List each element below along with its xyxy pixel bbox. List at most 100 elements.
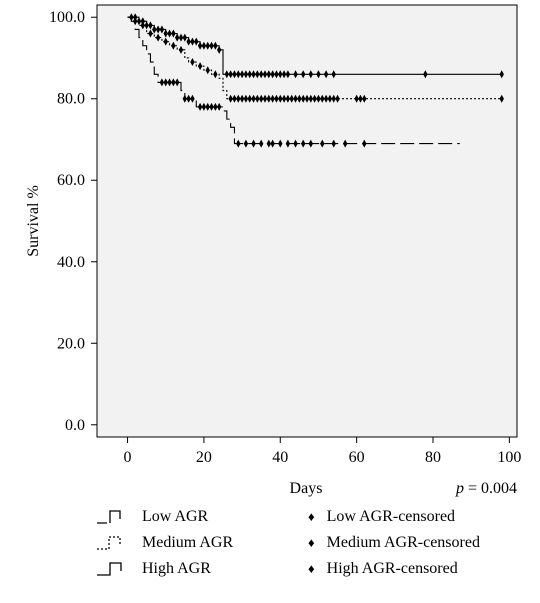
- legend-high-agr-label: High AGR: [142, 560, 211, 577]
- censored-marker-medium-agr: [178, 45, 184, 54]
- censored-marker-medium-agr: [358, 94, 363, 103]
- censored-marker-low-agr: [362, 139, 367, 148]
- legend-low-agr-label: Low AGR: [142, 508, 209, 525]
- censored-marker-medium-agr: [232, 94, 237, 103]
- censored-marker-low-agr: [201, 102, 207, 111]
- censored-marker-low-agr: [205, 102, 210, 111]
- censored-marker-low-agr: [216, 102, 222, 111]
- censored-marker-low-agr: [209, 102, 214, 111]
- censored-marker-high-agr: [236, 70, 241, 79]
- censored-marker-high-agr: [182, 33, 188, 42]
- censored-marker-high-agr: [152, 25, 157, 34]
- censored-marker-high-agr: [243, 70, 249, 79]
- censored-marker-high-agr: [201, 41, 207, 50]
- censored-marker-high-agr: [270, 70, 275, 79]
- censored-marker-medium-agr: [297, 94, 302, 103]
- censored-marker-medium-agr: [320, 94, 325, 103]
- censored-marker-high-agr: [274, 70, 279, 79]
- censored-marker-high-agr: [167, 29, 172, 38]
- censored-marker-medium-agr: [155, 33, 161, 42]
- y-tick-label: 0.0: [65, 417, 85, 434]
- censored-marker-high-agr: [285, 70, 291, 79]
- censored-marker-high-agr: [323, 70, 329, 79]
- censored-marker-low-agr: [285, 139, 291, 148]
- legend: Low AGR Medium AGR High AGR ♦ Low AGR-ce…: [0, 500, 540, 603]
- censored-marker-low-agr: [308, 139, 314, 148]
- censored-marker-low-agr: [190, 94, 195, 103]
- censored-marker-medium-agr: [354, 94, 359, 103]
- censored-marker-medium-agr: [499, 94, 504, 103]
- censored-marker-high-agr: [155, 25, 161, 34]
- y-axis-label: Survival %: [25, 185, 42, 257]
- censored-marker-high-agr: [423, 70, 428, 79]
- censored-marker-medium-agr: [213, 70, 218, 79]
- censored-marker-high-agr: [255, 70, 260, 79]
- censored-marker-medium-agr: [228, 94, 233, 103]
- censored-marker-medium-agr: [308, 94, 314, 103]
- censored-marker-medium-agr: [205, 66, 210, 75]
- censored-marker-medium-agr: [140, 21, 146, 30]
- censored-marker-high-agr: [140, 17, 146, 26]
- medium-agr-line-icon: [97, 536, 121, 550]
- censored-marker-medium-agr: [323, 94, 329, 103]
- censored-marker-low-agr: [278, 139, 283, 148]
- censored-marker-medium-agr: [274, 94, 279, 103]
- censored-marker-low-agr: [213, 102, 218, 111]
- censored-marker-medium-agr: [312, 94, 317, 103]
- censored-marker-low-agr: [174, 78, 180, 87]
- censored-marker-medium-agr: [163, 37, 168, 46]
- censored-marker-medium-agr: [132, 17, 138, 26]
- censored-marker-medium-agr: [251, 94, 256, 103]
- censored-marker-high-agr: [258, 70, 264, 79]
- censored-marker-low-agr: [300, 139, 306, 148]
- censored-marker-low-agr: [243, 139, 249, 148]
- censored-marker-high-agr: [281, 70, 287, 79]
- censored-marker-medium-agr: [197, 62, 203, 71]
- p-value-annotation: p = 0.004: [455, 480, 517, 497]
- censored-marker-high-agr: [194, 37, 199, 46]
- censored-marker-medium-agr: [171, 41, 176, 50]
- censored-marker-high-agr: [228, 70, 233, 79]
- censored-marker-high-agr: [159, 25, 165, 34]
- legend-high-agr: High AGR: [96, 560, 211, 578]
- y-tick-label: 100.0: [49, 9, 85, 26]
- censored-marker-low-agr: [197, 102, 203, 111]
- legend-high-agr-censored: ♦ High AGR-censored: [308, 560, 458, 578]
- censored-marker-medium-agr: [362, 94, 367, 103]
- x-tick-label: 100: [497, 449, 521, 466]
- censored-marker-low-agr: [167, 78, 172, 87]
- censored-marker-high-agr: [224, 70, 230, 79]
- kaplan-meier-chart: 0 20 40 60 80 100 0.0 20.0 40.0 60.0 80.0 100.0 Days…: [25, 4, 521, 497]
- censored-marker-high-agr: [148, 21, 153, 30]
- x-axis-label: Days: [290, 480, 323, 497]
- censored-marker-medium-agr: [148, 29, 153, 38]
- censored-marker-low-agr: [270, 139, 275, 148]
- legend-medium-agr: Medium AGR: [96, 534, 233, 552]
- censored-marker-high-agr: [205, 41, 210, 50]
- censored-marker-medium-agr: [255, 94, 260, 103]
- censored-marker-high-agr: [266, 70, 272, 79]
- high-agr-line-icon: [97, 562, 122, 576]
- censored-marker-low-agr: [258, 139, 264, 148]
- legend-low-agr: Low AGR: [96, 508, 208, 526]
- censored-marker-high-agr: [293, 70, 298, 79]
- plot-area: [96, 4, 518, 438]
- censored-marker-high-agr: [129, 13, 134, 22]
- legend-medium-agr-label: Medium AGR: [142, 534, 234, 551]
- y-tick-label: 40.0: [57, 254, 85, 271]
- y-tick-label: 20.0: [57, 335, 85, 352]
- censored-marker-medium-agr: [190, 58, 195, 67]
- censored-marker-medium-agr: [258, 94, 264, 103]
- censored-marker-medium-agr: [278, 94, 283, 103]
- censored-marker-high-agr: [144, 21, 149, 30]
- censored-marker-medium-agr: [239, 94, 245, 103]
- censored-marker-high-agr: [308, 70, 314, 79]
- censored-marker-low-agr: [251, 139, 256, 148]
- x-tick-label: 20: [196, 449, 212, 466]
- censored-marker-high-agr: [216, 45, 222, 54]
- censored-marker-high-agr: [186, 37, 191, 46]
- censored-marker-high-agr: [251, 70, 256, 79]
- x-tick-label: 40: [272, 449, 288, 466]
- y-tick-label: 60.0: [57, 172, 85, 189]
- censored-marker-low-agr: [342, 139, 348, 148]
